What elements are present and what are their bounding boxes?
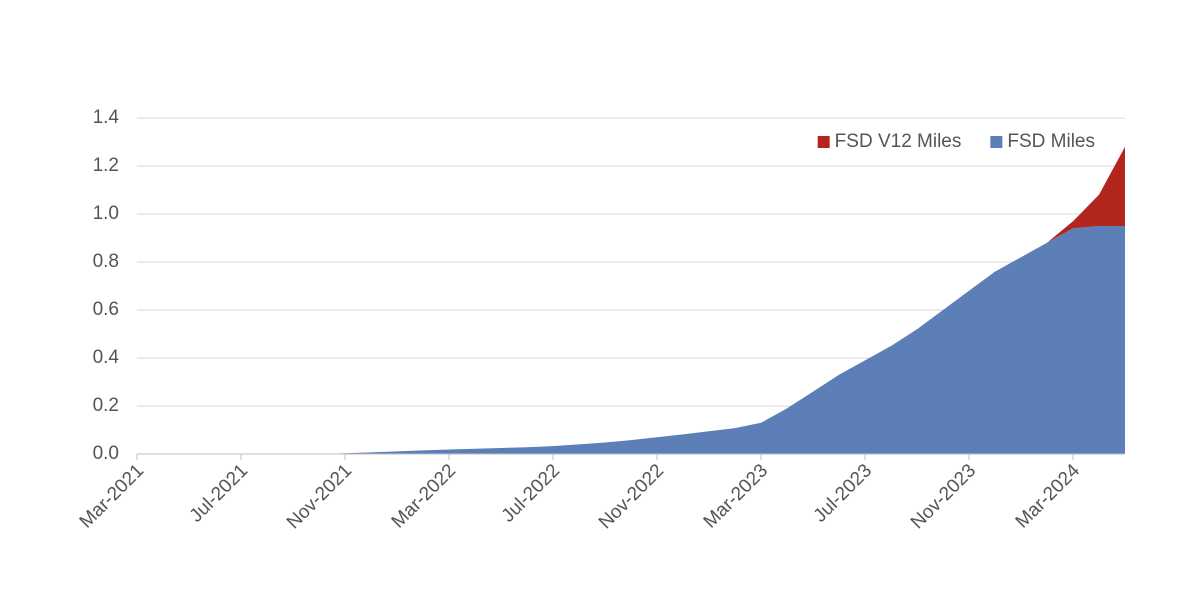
y-tick-label: 1.0 [93,203,119,224]
y-tick-label: 0.2 [93,395,119,416]
legend-label: FSD V12 Miles [835,131,962,152]
legend-label: FSD Miles [1007,131,1095,152]
x-tick-label: Jul-2022 [498,460,564,526]
x-tick-label: Jul-2021 [186,460,252,526]
legend-swatch [990,136,1003,148]
x-tick-label: Mar-2024 [1012,460,1085,533]
y-tick-label: 1.2 [93,155,119,176]
y-tick-label: 0.6 [93,299,119,320]
y-tick-label: 1.4 [93,107,120,128]
legend: FSD Miles FSD V12 Miles [817,131,1095,152]
x-tick-label: Nov-2022 [595,460,668,533]
x-tick-label: Mar-2023 [700,460,772,532]
x-tick-label: Mar-2021 [76,460,148,532]
x-tick-label: Jul-2023 [810,460,876,526]
area [137,226,1125,454]
x-tick-label: Mar-2022 [388,460,460,532]
y-tick-label: 0.4 [93,347,120,368]
x-tick-label: Nov-2021 [283,460,356,533]
y-tick-label: 0.8 [93,251,119,272]
legend-swatch [817,136,830,148]
y-tick-label: 0.0 [93,443,119,464]
x-tick-label: Nov-2023 [907,460,980,533]
